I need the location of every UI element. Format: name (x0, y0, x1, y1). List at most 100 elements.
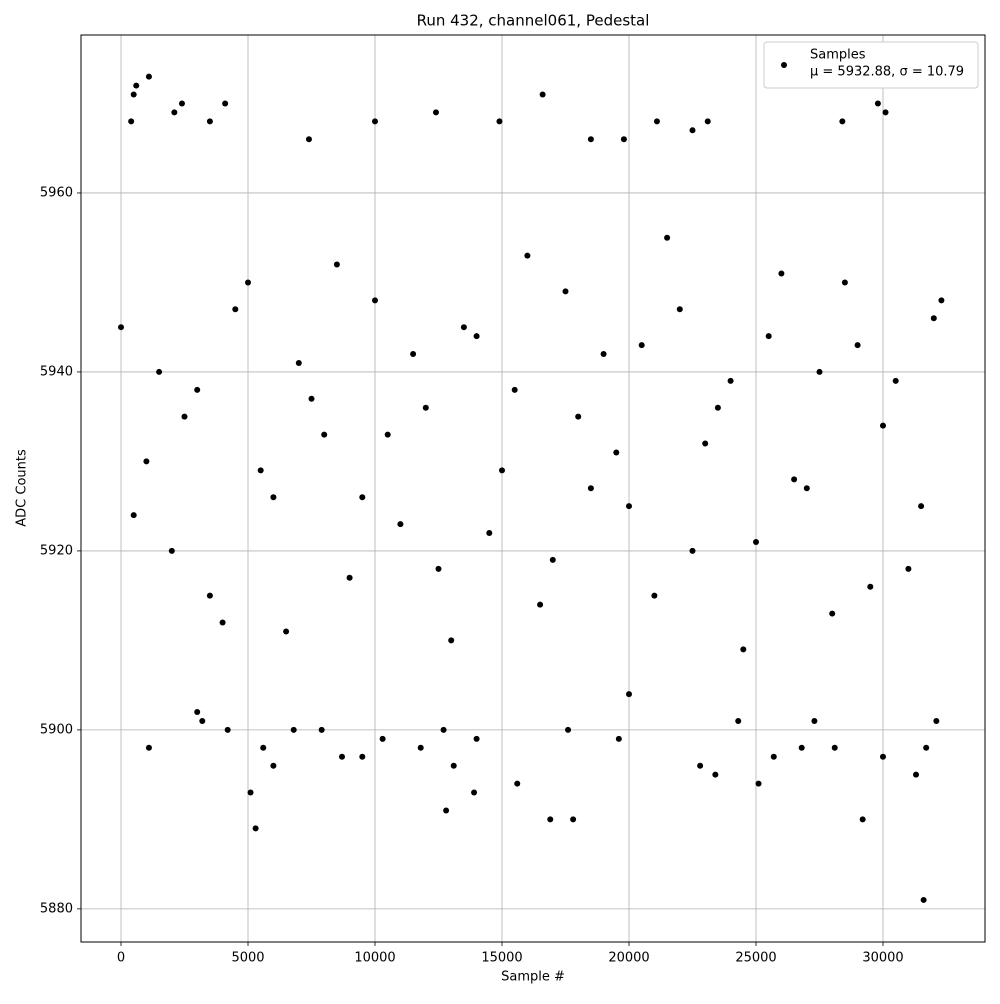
data-point (615, 735, 622, 742)
data-point (831, 744, 838, 751)
data-point (816, 368, 823, 375)
data-point (879, 753, 886, 760)
data-point (333, 261, 340, 268)
data-point (118, 324, 125, 331)
y-axis-label: ADC Counts (15, 449, 30, 527)
legend-label: Samples (810, 48, 866, 63)
data-point (372, 118, 379, 125)
data-point (498, 467, 505, 474)
data-point (892, 377, 899, 384)
data-point (260, 744, 267, 751)
data-point (803, 485, 810, 492)
data-point (486, 530, 493, 537)
data-point (752, 538, 759, 545)
data-point (496, 118, 503, 125)
data-point (740, 646, 747, 653)
data-point (587, 485, 594, 492)
y-tick-label: 5880 (40, 901, 73, 916)
data-point (625, 503, 632, 510)
data-point (638, 342, 645, 349)
data-point (145, 744, 152, 751)
data-point (435, 565, 442, 572)
data-point (918, 503, 925, 510)
data-point (600, 351, 607, 358)
y-tick-label: 5940 (40, 364, 73, 379)
data-point (613, 449, 620, 456)
data-point (473, 735, 480, 742)
data-point (664, 234, 671, 241)
x-tick-label: 5000 (231, 951, 264, 966)
data-point (539, 91, 546, 98)
data-point (290, 726, 297, 733)
data-point (181, 413, 188, 420)
data-point (128, 118, 135, 125)
data-point (575, 413, 582, 420)
legend-note: μ = 5932.88, σ = 10.79 (810, 65, 964, 80)
data-point (384, 431, 391, 438)
data-point (547, 816, 554, 823)
data-point (514, 780, 521, 787)
data-point (224, 726, 231, 733)
data-point (755, 780, 762, 787)
data-point (798, 744, 805, 751)
x-tick-label: 30000 (862, 951, 903, 966)
data-point (257, 467, 264, 474)
data-point (882, 109, 889, 116)
data-point (206, 118, 213, 125)
data-point (130, 512, 137, 519)
data-point (770, 753, 777, 760)
y-tick-label: 5920 (40, 543, 73, 558)
data-point (712, 771, 719, 778)
data-point (178, 100, 185, 107)
data-point (930, 315, 937, 322)
data-point (839, 118, 846, 125)
data-point (305, 136, 312, 143)
points (118, 73, 945, 903)
y-tick-label: 5900 (40, 722, 73, 737)
data-point (913, 771, 920, 778)
data-point (867, 583, 874, 590)
data-point (565, 726, 572, 733)
data-point (879, 422, 886, 429)
data-point (689, 547, 696, 554)
data-point (133, 82, 140, 89)
data-point (359, 494, 366, 501)
data-point (727, 377, 734, 384)
data-point (524, 252, 531, 259)
data-point (735, 717, 742, 724)
data-point (765, 333, 772, 340)
data-point (570, 816, 577, 823)
data-point (270, 762, 277, 769)
y-tick-label: 5960 (40, 185, 73, 200)
data-point (697, 762, 704, 769)
data-point (587, 136, 594, 143)
data-point (245, 279, 252, 286)
data-point (859, 816, 866, 823)
data-point (620, 136, 627, 143)
data-point (338, 753, 345, 760)
data-point (143, 458, 150, 465)
data-point (778, 270, 785, 277)
x-axis-label: Sample # (501, 970, 565, 985)
data-point (460, 324, 467, 331)
data-point (704, 118, 711, 125)
data-point (397, 521, 404, 528)
data-point (232, 306, 239, 313)
x-tick-label: 0 (117, 951, 125, 966)
x-tick-label: 10000 (354, 951, 395, 966)
data-point (321, 431, 328, 438)
data-point (270, 494, 277, 501)
data-point (653, 118, 660, 125)
data-point (938, 297, 945, 304)
data-point (676, 306, 683, 313)
data-point (194, 709, 201, 716)
plot-frame (80, 34, 986, 943)
data-point (346, 574, 353, 581)
data-point (448, 637, 455, 644)
data-point (473, 333, 480, 340)
data-point (791, 476, 798, 483)
data-point (905, 565, 912, 572)
data-point (651, 592, 658, 599)
